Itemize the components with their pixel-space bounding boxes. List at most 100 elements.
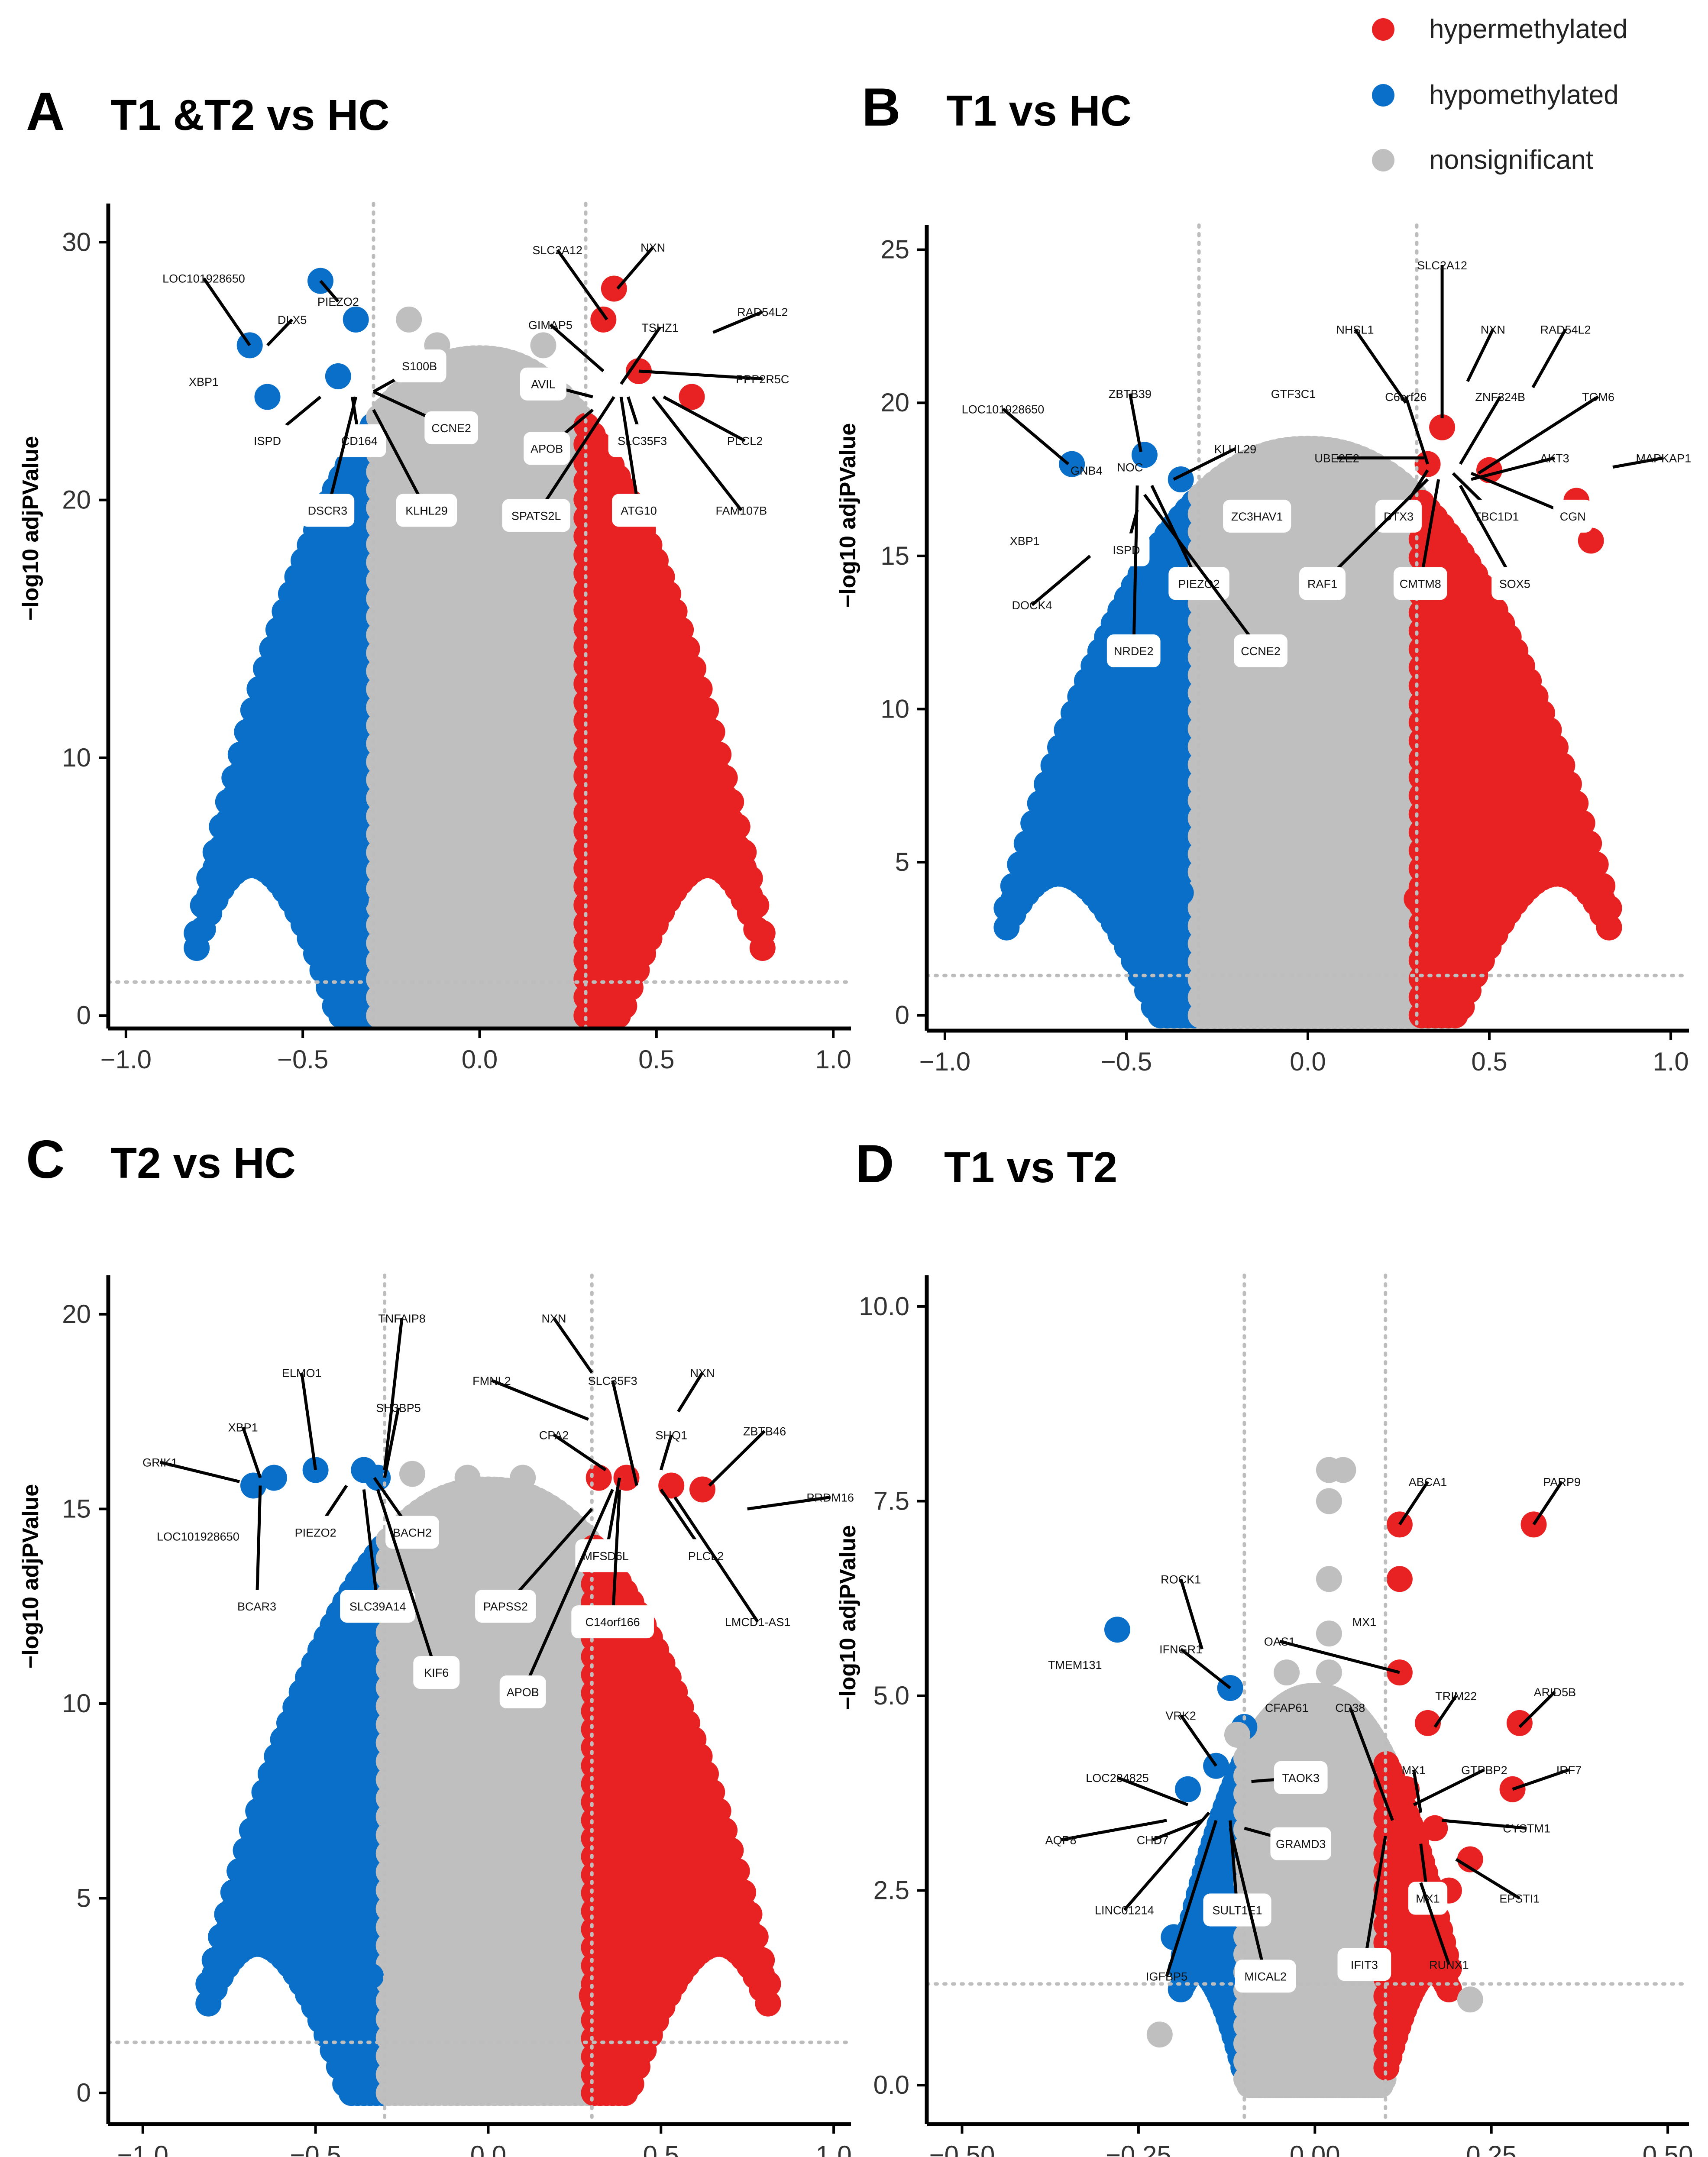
data-point-highlight [530, 332, 556, 359]
gene-label: GIMAP5 [528, 319, 573, 332]
data-point-hyper [680, 655, 707, 682]
data-point-highlight [236, 332, 263, 359]
gene-label: AVIL [531, 378, 556, 391]
data-point-hyper [743, 892, 770, 918]
data-point-highlight [583, 899, 609, 926]
label-box [396, 494, 457, 527]
panel-title: T1 &T2 vs HC [110, 91, 390, 139]
y-tick-label: 0 [895, 1001, 909, 1030]
gene-label: NOC [1117, 461, 1143, 474]
label-box [424, 411, 479, 444]
label-connector [319, 280, 340, 303]
data-point-highlight [579, 920, 606, 946]
label-box [502, 499, 570, 532]
x-tick-label: −1.0 [100, 1045, 152, 1074]
data-point-highlight [396, 306, 422, 333]
gene-label: C6orf26 [1385, 391, 1427, 404]
gene-label: FAM107B [716, 504, 767, 517]
panel-b: B T1 vs HC −log10 adjPValue LOC101928650… [835, 78, 1691, 1076]
data-point-highlight [307, 827, 333, 854]
data-point-hyper [699, 719, 725, 745]
panel-a: A T1 &T2 vs HC −log10 adjPValue LOC10192… [18, 82, 853, 1074]
gene-label: ISPD [254, 435, 281, 448]
gene-label: DSCR3 [308, 504, 348, 517]
data-point-hyper [724, 813, 750, 840]
label-connector [556, 249, 608, 320]
y-axis-label: −log10 adjPValue [18, 436, 43, 621]
label-connector [202, 277, 251, 346]
gene-label: NRDE2 [1114, 645, 1154, 658]
gene-label: XBP1 [189, 375, 219, 388]
gene-label: XBP1 [1010, 534, 1040, 547]
label-connector [619, 396, 640, 511]
data-point-highlight [590, 306, 617, 333]
y-axis-label: −log10 adjPValue [835, 423, 860, 608]
label-connector [616, 246, 654, 290]
label-connector [266, 318, 294, 346]
legend-swatch [1372, 149, 1394, 171]
y-tick-label: 5 [895, 847, 909, 876]
data-point-highlight [601, 275, 627, 302]
y-tick-label: 0 [77, 1001, 91, 1030]
legend-item-nonsignificant: nonsignificant [1372, 145, 1593, 175]
data-point-highlight [325, 363, 351, 389]
label-connector [651, 396, 743, 511]
panel-letter: C [26, 1130, 65, 1190]
label-box [520, 367, 566, 401]
x-tick-label: 0.0 [462, 1045, 498, 1074]
label-connector [663, 395, 746, 442]
gene-label: NXN [1481, 323, 1505, 336]
data-point-highlight [1157, 855, 1183, 882]
legend-label: hypomethylated [1429, 80, 1619, 110]
label-box [301, 494, 355, 527]
gene-label: PPP2R5C [736, 373, 789, 386]
gene-label: APOB [531, 443, 563, 456]
panel-letter: A [26, 82, 65, 142]
plot-area: LOC101928650DLX5XBP1PIEZO2S100BCCNE2ISPD… [62, 202, 853, 1074]
legend-label: nonsignificant [1429, 145, 1593, 175]
data-point-hyper [686, 676, 713, 702]
x-tick-label: 1.0 [1653, 1047, 1689, 1076]
data-point-hyper [1589, 873, 1616, 899]
gene-label: PIEZO2 [317, 295, 359, 308]
data-point-hyper [705, 741, 732, 768]
y-tick-label: 10 [62, 743, 91, 772]
legend-swatch [1372, 18, 1394, 41]
gene-label: NXN [640, 241, 665, 254]
gene-label: DLX5 [278, 314, 307, 327]
label-box [244, 424, 291, 457]
legend-swatch [1372, 84, 1394, 107]
x-tick-label: −0.5 [1101, 1047, 1152, 1076]
label-connector [372, 409, 428, 511]
data-point-highlight [254, 384, 281, 410]
data-point-highlight [679, 384, 705, 410]
legend-item-hypermethylated: hypermethylated [1372, 14, 1627, 44]
data-point-highlight [1429, 414, 1456, 440]
gene-label: CCNE2 [431, 422, 471, 435]
gene-label: CGN [1560, 510, 1586, 523]
gene-label: ZBTB39 [1109, 388, 1152, 401]
gene-label: GNB4 [1071, 464, 1103, 477]
gene-label: MAPKAP1 [1636, 452, 1692, 465]
label-box [612, 494, 666, 527]
gene-label: GTF3C1 [1271, 388, 1316, 401]
y-tick-label: 20 [880, 388, 909, 417]
gene-label: PLCL2 [727, 435, 763, 448]
gene-label: KLHL29 [405, 504, 448, 517]
gene-label: SLC2A12 [1417, 259, 1467, 272]
gene-label: TSHZ1 [641, 321, 679, 334]
data-point-hyper [1596, 895, 1622, 922]
x-tick-label: −1.0 [919, 1047, 970, 1076]
gene-label: ATG10 [621, 504, 657, 517]
y-axis-label: −log10 adjPValue [18, 1484, 43, 1669]
label-connector [620, 326, 661, 385]
data-point-hyper [737, 865, 763, 892]
panel-letter: B [862, 78, 901, 137]
gene-label: RAD54L2 [1540, 323, 1591, 336]
gene-label: RAD54L2 [737, 306, 788, 319]
gene-label: SLC35F3 [618, 435, 667, 448]
gene-label: SLC2A12 [532, 244, 582, 257]
